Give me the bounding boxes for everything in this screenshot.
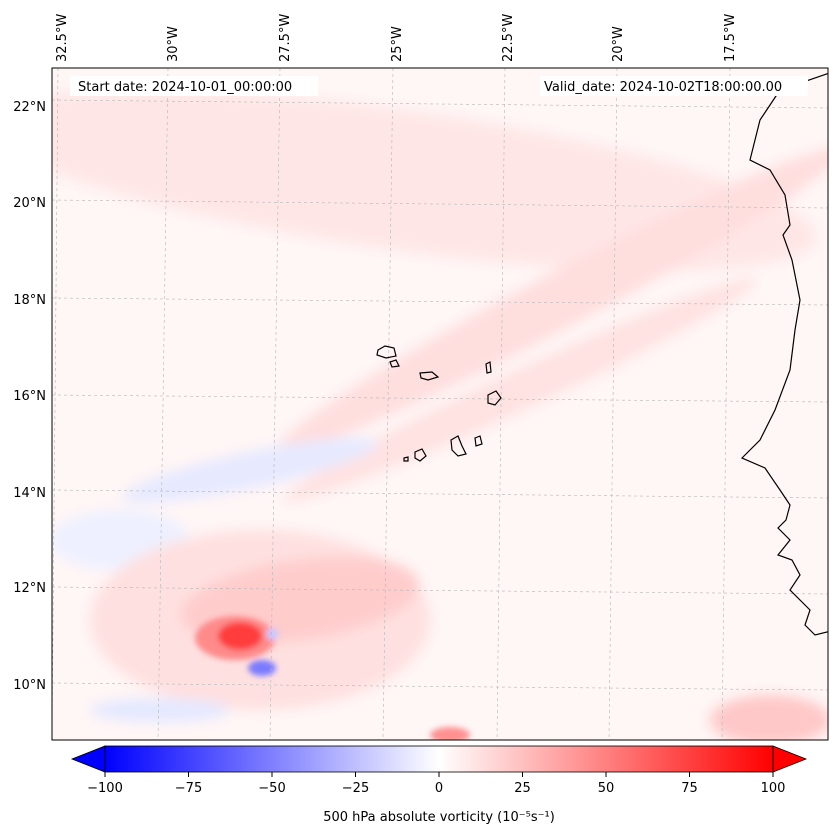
- colorbar: −100 −75 −50 −25 0 25 50 75 100 500 hPa absolute…: [70, 745, 808, 825]
- graticule: [52, 68, 828, 740]
- colorbar-tick-label: 25: [514, 781, 531, 796]
- colorbar-tick-label: 75: [681, 781, 698, 796]
- lon-label-30w: 30°W: [166, 26, 181, 62]
- lon-label-27-5w: 27.5°W: [278, 14, 293, 62]
- africa-coastline: [740, 72, 828, 636]
- lat-label-12n: 12°N: [13, 581, 46, 596]
- header-left-box: [70, 76, 318, 96]
- lat-label-16n: 16°N: [13, 389, 46, 404]
- colorbar-tick-label: 50: [598, 781, 615, 796]
- header-right-box: [540, 76, 808, 96]
- colorbar-tick-label: 100: [761, 781, 786, 796]
- lon-label-22-5w: 22.5°W: [501, 14, 516, 62]
- cape-verde-island-sao-nicolau: [419, 371, 440, 381]
- lat-label-22n: 22°N: [13, 100, 46, 115]
- lon-label-17-5w: 17.5°W: [723, 14, 738, 62]
- cape-verde-island-sao-vicente: [389, 359, 400, 368]
- lat-label-14n: 14°N: [13, 486, 46, 501]
- vortex-core: [195, 616, 470, 740]
- vorticity-field: [52, 89, 828, 740]
- valid-date-label: Valid_date: 2024-10-02T18:00:00.00: [544, 80, 782, 95]
- colorbar-ticks: −100 −75 −50 −25 0 25 50 75 100: [87, 772, 785, 796]
- map-frame: [51, 67, 829, 741]
- cape-verde-island-brava: [403, 456, 409, 462]
- colorbar-tick-label: −50: [258, 781, 285, 796]
- lon-label-25w: 25°W: [390, 26, 405, 62]
- lat-label-20n: 20°N: [13, 196, 46, 211]
- colorbar-extend-low: [70, 745, 106, 773]
- colorbar-tick-label: −25: [342, 781, 369, 796]
- colorbar-tick-label: −100: [87, 781, 123, 796]
- lat-label-10n: 10°N: [13, 678, 46, 693]
- lon-label-32-5w: 32.5°W: [55, 14, 70, 62]
- colorbar-label: 500 hPa absolute vorticity (10⁻⁵s⁻¹): [323, 810, 555, 825]
- cape-verde-island-fogo: [414, 448, 427, 462]
- colorbar-extend-high: [772, 745, 808, 773]
- colorbar-tick-label: −75: [175, 781, 202, 796]
- cape-verde-island-santiago: [450, 435, 467, 457]
- colorbar-body: [104, 745, 774, 773]
- cape-verde-island-santo-antao: [376, 345, 397, 359]
- cape-verde-island-sal: [485, 361, 492, 374]
- coastline: [376, 72, 828, 636]
- cape-verde-island-boa-vista: [487, 390, 502, 406]
- map-panel: [52, 68, 828, 740]
- lat-label-18n: 18°N: [13, 293, 46, 308]
- colorbar-tick-label: 0: [435, 781, 443, 796]
- lon-label-20w: 20°W: [611, 26, 626, 62]
- start-date-label: Start date: 2024-10-01_00:00:00: [78, 80, 292, 95]
- cape-verde-island-maio: [474, 435, 483, 447]
